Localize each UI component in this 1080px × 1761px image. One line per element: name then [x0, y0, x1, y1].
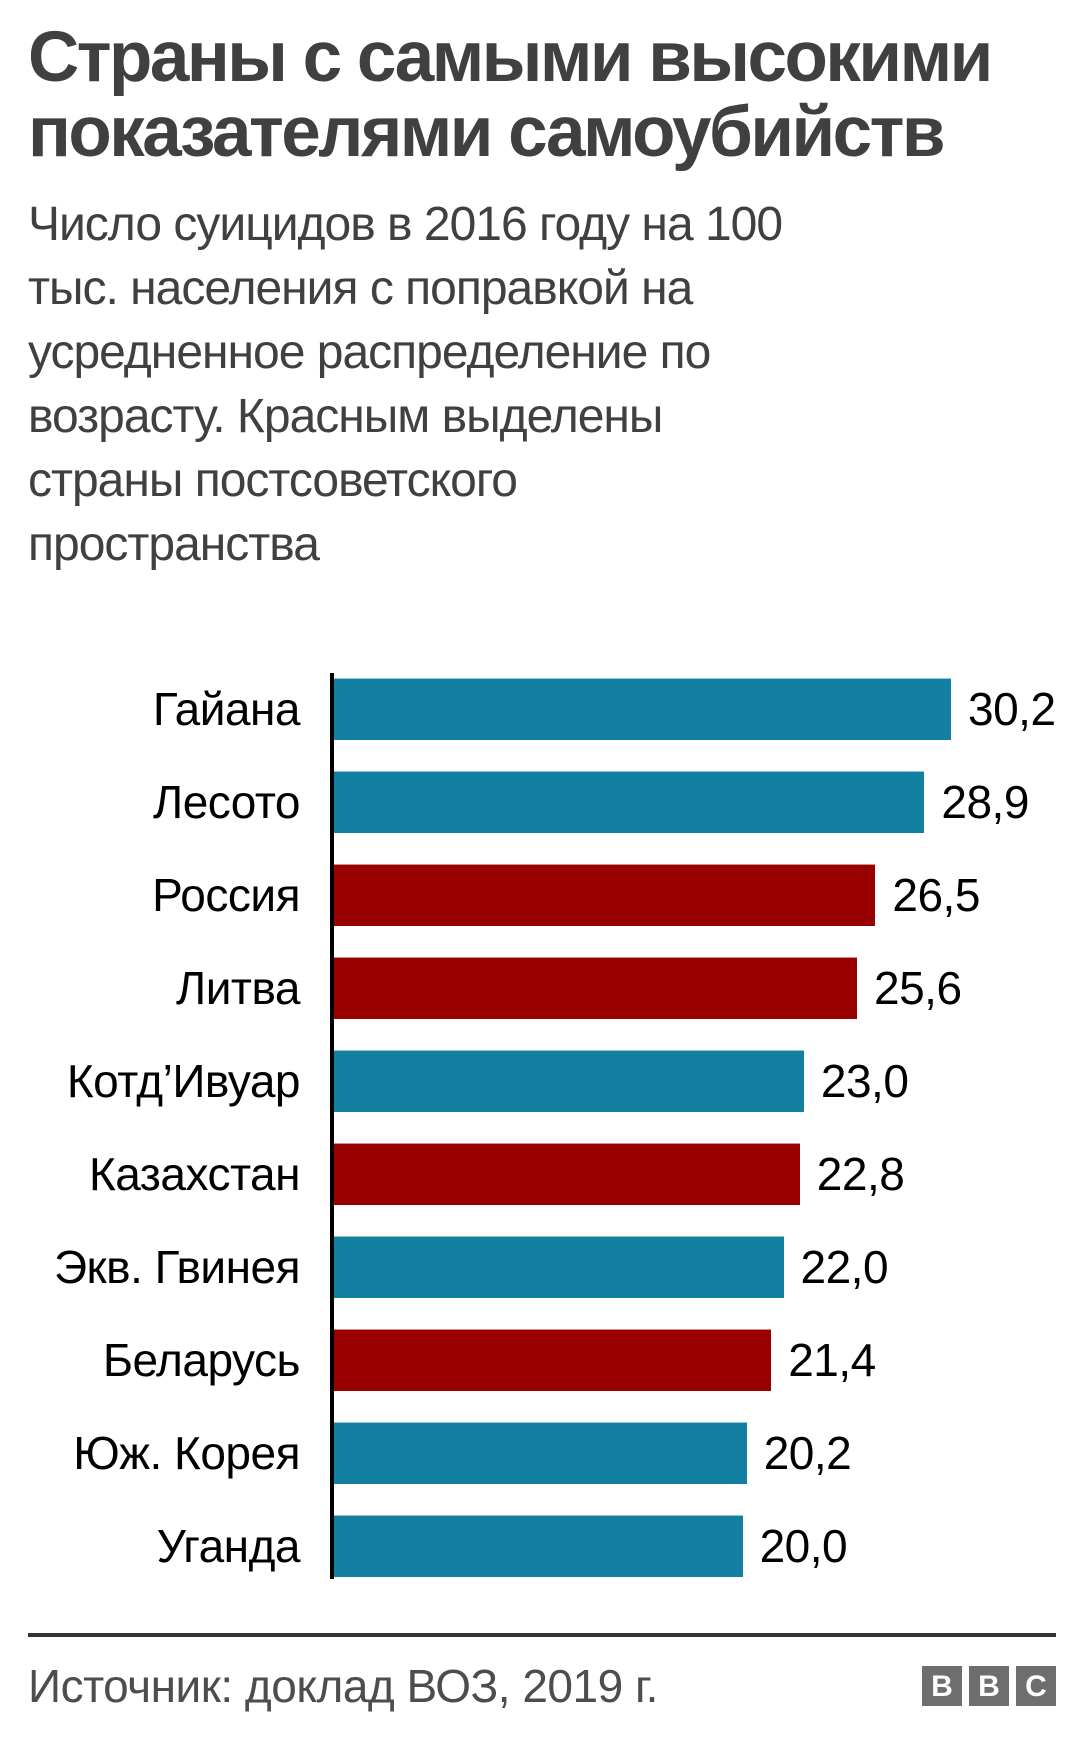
- category-label: Юж. Корея: [73, 1427, 300, 1479]
- category-label: Гайана: [152, 683, 301, 735]
- category-label: Литва: [176, 962, 300, 1014]
- category-label: Экв. Гвинея: [53, 1241, 301, 1293]
- bar: [334, 864, 876, 926]
- bar-plot-area: 21,4: [334, 1329, 1056, 1391]
- bar-plot-area: 28,9: [334, 771, 1056, 833]
- bar-row: Экв. Гвинея 22,0: [28, 1221, 1056, 1314]
- bar-chart: Гайана 30,2 Лесото 28,9 Россия 26,5 Литва 25,6 К…: [28, 663, 1056, 1593]
- bar: [334, 1329, 772, 1391]
- bbc-logo-letter: B: [922, 1665, 962, 1706]
- bbc-logo-letter: B: [969, 1665, 1009, 1706]
- footer-divider: [28, 1632, 1056, 1637]
- category-label: Беларусь: [102, 1334, 301, 1386]
- chart-subtitle: Число суицидов в 2016 году на 100 тыс. н…: [28, 197, 783, 571]
- bar-rows: Гайана 30,2 Лесото 28,9 Россия 26,5 Литва 25,6 К…: [28, 663, 1056, 1593]
- bar: [334, 771, 925, 833]
- bar: [334, 1515, 743, 1577]
- value-label: 20,2: [763, 1427, 852, 1479]
- bar: [334, 1143, 800, 1205]
- category-label: Лесото: [153, 776, 301, 828]
- bar-plot-area: 23,0: [334, 1050, 1056, 1112]
- axis-line: [330, 672, 334, 1579]
- chart-title: Страны с самыми высокими показателями са…: [28, 18, 993, 173]
- bar-plot-area: 26,5: [334, 864, 1056, 926]
- infographic-page: Страны с самыми высокими показателями са…: [0, 20, 1080, 1761]
- category-label: Уганда: [156, 1520, 301, 1572]
- bar-row: Литва 25,6: [28, 942, 1056, 1035]
- value-label: 22,8: [816, 1148, 905, 1200]
- footer: Источник: доклад ВОЗ, 2019 г. B B C: [28, 1659, 1056, 1713]
- bar: [334, 1236, 784, 1298]
- bar-row: Котд’Ивуар 23,0: [28, 1035, 1056, 1128]
- bar-row: Беларусь 21,4: [28, 1314, 1056, 1407]
- bar-plot-area: 20,0: [334, 1515, 1056, 1577]
- bar-plot-area: 22,8: [334, 1143, 1056, 1205]
- bar-row: Россия 26,5: [28, 849, 1056, 942]
- value-label: 30,2: [968, 683, 1056, 735]
- bar-row: Юж. Корея 20,2: [28, 1407, 1056, 1500]
- value-label: 25,6: [874, 962, 962, 1014]
- bar-row: Лесото 28,9: [28, 756, 1056, 849]
- bar-row: Уганда 20,0: [28, 1500, 1056, 1593]
- bbc-logo: B B C: [922, 1665, 1056, 1706]
- bar: [334, 1050, 804, 1112]
- bar-plot-area: 30,2: [334, 678, 1056, 740]
- bar-plot-area: 22,0: [334, 1236, 1056, 1298]
- bar: [334, 678, 951, 740]
- value-label: 23,0: [820, 1055, 909, 1107]
- bar: [334, 957, 857, 1019]
- bar: [334, 1422, 747, 1484]
- bar-plot-area: 25,6: [334, 957, 1056, 1019]
- bar-plot-area: 20,2: [334, 1422, 1056, 1484]
- bar-row: Гайана 30,2: [28, 663, 1056, 756]
- value-label: 28,9: [941, 776, 1029, 828]
- category-label: Котд’Ивуар: [66, 1055, 301, 1107]
- value-label: 26,5: [892, 869, 980, 921]
- value-label: 21,4: [788, 1334, 876, 1386]
- category-label: Россия: [152, 869, 300, 921]
- source-text: Источник: доклад ВОЗ, 2019 г.: [28, 1659, 658, 1712]
- value-label: 20,0: [759, 1520, 848, 1572]
- value-label: 22,0: [800, 1241, 889, 1293]
- category-label: Казахстан: [88, 1148, 301, 1200]
- bar-row: Казахстан 22,8: [28, 1128, 1056, 1221]
- bbc-logo-letter: C: [1016, 1665, 1056, 1706]
